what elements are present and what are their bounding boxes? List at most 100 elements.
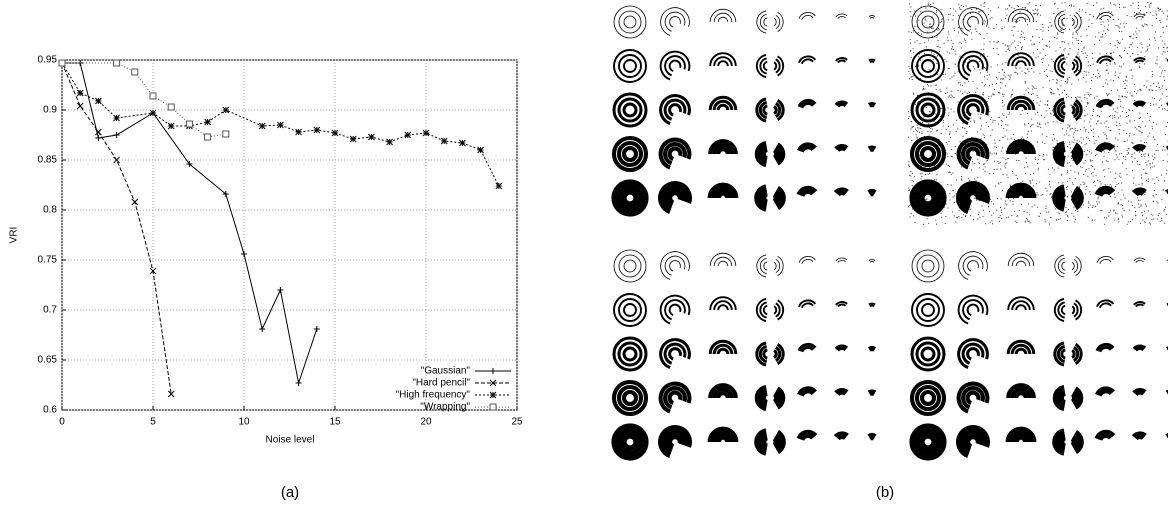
noise-dot bbox=[929, 6, 931, 8]
noise-dot bbox=[1092, 165, 1094, 167]
noise-dot bbox=[1081, 100, 1083, 102]
noise-dot bbox=[918, 127, 920, 129]
noise-dot bbox=[1127, 200, 1129, 202]
noise-dot bbox=[1106, 135, 1108, 137]
noise-dot bbox=[965, 112, 967, 114]
noise-dot bbox=[935, 223, 937, 225]
noise-dot bbox=[1132, 42, 1134, 44]
noise-dot bbox=[927, 173, 929, 175]
noise-dot bbox=[949, 52, 951, 54]
noise-dot bbox=[989, 41, 991, 43]
noise-dot bbox=[1115, 25, 1117, 27]
noise-dot bbox=[1020, 33, 1022, 35]
noise-dot bbox=[1106, 137, 1108, 139]
noise-dot bbox=[1067, 53, 1069, 55]
noise-dot bbox=[1078, 110, 1080, 112]
ring bbox=[919, 145, 937, 163]
noise-dot bbox=[1075, 32, 1077, 34]
ring bbox=[621, 189, 639, 207]
noise-dot bbox=[1001, 124, 1003, 126]
noise-dot bbox=[1084, 109, 1086, 111]
noise-dot bbox=[1056, 142, 1058, 144]
marker-stroke bbox=[258, 122, 266, 130]
noise-dot bbox=[1057, 88, 1059, 90]
noise-dot bbox=[923, 22, 925, 24]
noise-dot bbox=[1130, 201, 1132, 203]
noise-dot bbox=[1068, 134, 1070, 136]
noise-dot bbox=[923, 86, 925, 88]
noise-dot bbox=[931, 52, 933, 54]
noise-dot bbox=[1124, 197, 1126, 199]
noise-dot bbox=[1101, 36, 1103, 38]
noise-dot bbox=[1110, 171, 1112, 173]
noise-dot bbox=[1133, 119, 1135, 121]
caption: (a) bbox=[281, 484, 299, 501]
noise-dot bbox=[1030, 39, 1032, 41]
y-tick-label: 0.9 bbox=[43, 105, 57, 116]
arc bbox=[1009, 186, 1033, 199]
marker-stroke bbox=[368, 133, 375, 141]
noise-dot bbox=[958, 210, 960, 212]
noise-dot bbox=[1118, 99, 1120, 101]
noise-dot bbox=[1143, 154, 1145, 156]
noise-dot bbox=[934, 70, 936, 72]
noise-dot bbox=[936, 46, 938, 48]
arc bbox=[1074, 386, 1084, 410]
noise-dot bbox=[1021, 46, 1023, 48]
noise-dot bbox=[1037, 122, 1039, 124]
arc bbox=[962, 299, 984, 321]
noise-dot bbox=[948, 171, 950, 173]
noise-dot bbox=[1157, 202, 1159, 204]
noise-dot bbox=[919, 42, 921, 44]
arc bbox=[756, 10, 767, 34]
arc bbox=[754, 428, 767, 456]
arc bbox=[712, 387, 734, 399]
noise-dot bbox=[1069, 129, 1071, 131]
noise-dot bbox=[1094, 168, 1096, 170]
noise-dot bbox=[1087, 113, 1089, 115]
noise-dot bbox=[1041, 58, 1043, 60]
noise-dot bbox=[1119, 65, 1121, 67]
noise-dot bbox=[1119, 72, 1121, 74]
noise-dot bbox=[1058, 218, 1060, 220]
noise-dot bbox=[990, 95, 992, 97]
noise-dot bbox=[1059, 213, 1061, 215]
noise-dot bbox=[983, 135, 985, 137]
noise-dot bbox=[1106, 138, 1108, 140]
noise-dot bbox=[980, 4, 982, 6]
noise-dot bbox=[970, 208, 972, 210]
arc bbox=[1075, 255, 1082, 277]
arc bbox=[836, 347, 847, 352]
noise-dot bbox=[1127, 139, 1129, 141]
arc bbox=[1075, 299, 1083, 321]
arc bbox=[1134, 390, 1145, 397]
noise-dot bbox=[1164, 134, 1166, 136]
noise-dot bbox=[1137, 163, 1139, 165]
arc bbox=[1073, 58, 1079, 74]
arc bbox=[957, 50, 989, 81]
arc bbox=[834, 387, 849, 395]
noise-dot bbox=[989, 18, 991, 20]
arc bbox=[772, 392, 779, 404]
noise-dot bbox=[1059, 18, 1061, 20]
noise-dot bbox=[978, 161, 980, 163]
noise-dot bbox=[949, 131, 951, 133]
noise-dot bbox=[1074, 189, 1076, 191]
noise-dot bbox=[1157, 149, 1159, 151]
noise-dot bbox=[1088, 151, 1090, 153]
noise-dot bbox=[972, 163, 974, 165]
noise-dot bbox=[1145, 205, 1147, 207]
noise-dot bbox=[1057, 32, 1059, 34]
noise-dot bbox=[1166, 169, 1168, 171]
marker-stroke bbox=[422, 129, 430, 137]
noise-dot bbox=[1094, 44, 1096, 46]
noise-dot bbox=[948, 141, 950, 143]
noise-dot bbox=[1126, 153, 1128, 155]
noise-dot bbox=[1059, 57, 1061, 59]
noise-dot bbox=[1080, 142, 1082, 144]
noise-dot bbox=[1123, 63, 1125, 65]
noise-dot bbox=[1083, 138, 1085, 140]
noise-dot bbox=[1092, 63, 1094, 65]
noise-dot bbox=[932, 27, 934, 29]
arc bbox=[1133, 57, 1146, 62]
